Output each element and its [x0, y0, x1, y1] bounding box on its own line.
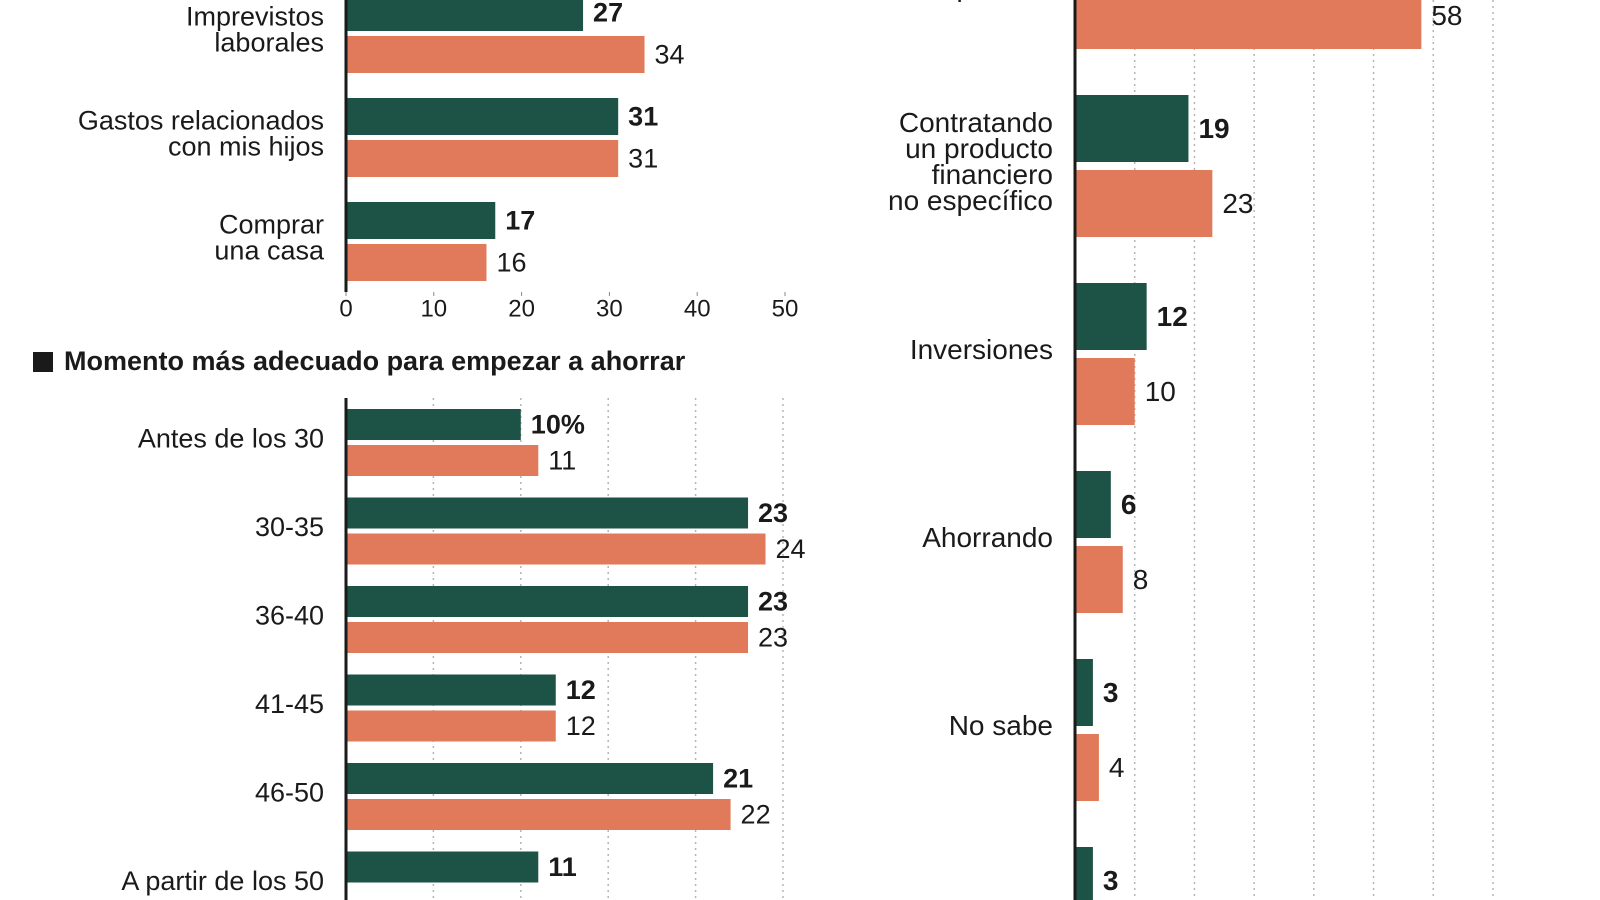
bar [346, 445, 539, 476]
bar [346, 202, 496, 239]
value-label: 16 [496, 248, 526, 278]
value-label: 22 [741, 800, 771, 830]
value-label: 3 [1103, 677, 1119, 708]
value-label: 23 [758, 623, 788, 653]
category-label: Contratando un producto financiero no espec… [888, 107, 1053, 216]
bar [1075, 734, 1099, 801]
bar [1075, 0, 1422, 49]
value-label: 12 [1157, 301, 1188, 332]
bar [346, 674, 556, 706]
bar [346, 799, 731, 830]
value-label: 11 [548, 852, 577, 882]
bar [346, 763, 714, 794]
category-label: Comprar una casa [214, 210, 325, 266]
value-label: 23 [758, 587, 788, 617]
value-label: 3 [1103, 865, 1119, 896]
value-label: 23 [758, 498, 788, 528]
category-label: Ahorrando [922, 522, 1053, 553]
category-label: 46-50 [255, 778, 324, 808]
value-label: 12 [566, 675, 596, 705]
bar [346, 533, 766, 565]
value-label: 19 [1198, 113, 1229, 144]
category-label: financieroespecífico [927, 0, 1053, 2]
value-label: 24 [776, 534, 806, 564]
category-label: Inversiones [910, 334, 1053, 365]
bar [346, 98, 619, 135]
section-title: Momento más adecuado para empezar a ahor… [64, 346, 686, 376]
x-tick-label: 0 [339, 295, 352, 322]
category-label: 41-45 [255, 689, 324, 719]
category-label: No sabe [949, 710, 1053, 741]
value-label: 31 [628, 102, 658, 132]
title-marker [33, 352, 53, 372]
bar [346, 36, 645, 73]
bar [346, 244, 487, 281]
category-label: A partir de los 50 [121, 866, 324, 896]
category-label: Imprevistos laborales [186, 2, 324, 58]
value-label: 8 [1133, 564, 1149, 595]
bar [1075, 283, 1147, 350]
value-label: 10 [1145, 376, 1176, 407]
bar [346, 497, 749, 529]
x-tick-label: 40 [684, 295, 711, 322]
bar [346, 140, 619, 177]
category-label: Antes de los 30 [138, 424, 324, 454]
bar [346, 710, 556, 742]
value-label: 10% [531, 410, 585, 440]
category-label: 36-40 [255, 601, 324, 631]
value-label: 11 [548, 446, 576, 476]
value-label: 23 [1222, 188, 1253, 219]
bar [1075, 358, 1135, 425]
x-tick-label: 50 [772, 295, 799, 322]
value-label: 34 [655, 40, 685, 70]
bar [346, 0, 584, 31]
category-label: Gastos relacionados con mis hijos [78, 106, 324, 162]
value-label: 58 [1431, 0, 1462, 31]
value-label: 17 [505, 206, 535, 236]
value-label: 21 [723, 764, 753, 794]
x-tick-label: 20 [508, 295, 535, 322]
bar [346, 409, 521, 440]
value-label: 6 [1121, 489, 1137, 520]
bar [346, 622, 749, 653]
value-label: 31 [628, 144, 658, 174]
bar [1075, 95, 1189, 162]
value-label: 12 [566, 711, 596, 741]
bar [1075, 546, 1123, 613]
bar [1075, 471, 1111, 538]
bar [1075, 170, 1213, 237]
bar [1075, 847, 1093, 900]
value-label: 4 [1109, 752, 1125, 783]
bar [1075, 659, 1093, 726]
x-tick-label: 30 [596, 295, 623, 322]
value-label: 27 [593, 0, 623, 28]
category-label: 30-35 [255, 512, 324, 542]
bar [346, 851, 539, 883]
x-tick-label: 10 [420, 295, 447, 322]
bar [346, 586, 749, 617]
